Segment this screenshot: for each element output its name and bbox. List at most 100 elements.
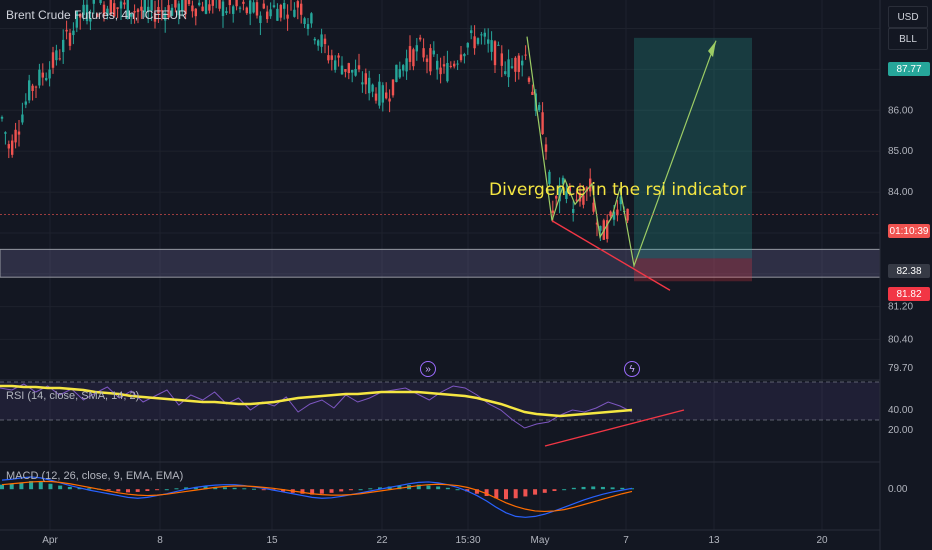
macd-hist-bar: [445, 487, 450, 490]
candle-body: [300, 3, 303, 15]
candle-body: [194, 8, 197, 17]
macd-hist-bar: [87, 488, 92, 490]
candle-body: [72, 30, 75, 36]
macd-hist-bar: [319, 489, 324, 494]
candle-body: [504, 71, 507, 75]
macd-hist-bar: [610, 487, 615, 490]
rsi-band: [0, 382, 880, 420]
candle-body: [58, 58, 61, 60]
candle-body: [500, 53, 503, 66]
candle-body: [527, 77, 531, 82]
candle-body: [51, 52, 55, 68]
candle-body: [34, 86, 38, 88]
macd-hist-bar: [213, 486, 218, 490]
candle-body: [116, 7, 119, 9]
candle-body: [140, 6, 143, 11]
price-tick-label: 84.00: [888, 187, 913, 198]
candle-body: [354, 69, 357, 76]
candle-body: [327, 55, 330, 61]
candle-body: [276, 8, 279, 21]
target-price-tag: 87.77: [888, 62, 930, 76]
candle-body: [385, 92, 388, 99]
macd-hist-bar: [339, 489, 344, 492]
candle-body: [364, 73, 367, 85]
candle-body: [266, 11, 269, 20]
long-position-tool[interactable]: [634, 37, 752, 282]
time-tick-label: 22: [376, 535, 388, 546]
macd-hist-bar: [571, 487, 576, 490]
rsi-line: [0, 383, 633, 429]
candle-body: [147, 6, 150, 12]
candle-body: [357, 65, 361, 70]
macd-hist-bar: [252, 488, 256, 490]
candle-body: [28, 80, 31, 101]
candle-body: [7, 144, 10, 149]
candle-body: [310, 13, 313, 24]
candle-body: [388, 98, 391, 102]
candle-body: [616, 209, 619, 216]
candle-body: [82, 4, 85, 16]
currency-button[interactable]: USD: [888, 6, 928, 28]
candle-body: [334, 60, 337, 70]
candle-body: [368, 77, 371, 94]
macd-hist-bar: [281, 489, 286, 492]
candle-body: [544, 144, 548, 152]
candle-body: [609, 211, 612, 217]
macd-tick-label: 0.00: [888, 484, 908, 495]
macd-hist-bar: [474, 489, 479, 494]
macd-hist-bar: [48, 483, 53, 490]
candle-body: [548, 171, 551, 184]
candle-body: [449, 65, 452, 67]
candle-body: [198, 2, 201, 6]
candle-body: [595, 222, 599, 225]
support-zone-rect: [0, 248, 881, 278]
candle-body: [561, 177, 565, 184]
macd-hist-bar: [591, 486, 596, 490]
macd-hist-bar: [261, 489, 266, 491]
rsi-pane: [0, 379, 880, 447]
candle-body: [395, 64, 398, 83]
candle-body: [313, 38, 316, 41]
macd-hist-bar: [378, 487, 382, 490]
candle-body: [255, 2, 259, 16]
candle-body: [167, 5, 170, 18]
macd-hist-bar: [77, 487, 82, 490]
macd-hist-bar: [29, 481, 34, 490]
candle-body: [453, 63, 456, 67]
rsi-tick-label: 20.00: [888, 425, 913, 436]
fast-forward-icon[interactable]: »: [420, 361, 436, 377]
candle-body: [575, 199, 578, 201]
trend-drawings: [0, 36, 880, 291]
price-trendline: [551, 220, 671, 291]
candle-body: [446, 62, 449, 82]
candle-body: [119, 1, 123, 9]
macd-hist-bar: [193, 486, 198, 490]
lightning-icon[interactable]: ϟ: [624, 361, 640, 377]
unit-button[interactable]: BLL: [888, 28, 928, 50]
candle-body: [150, 0, 153, 11]
macd-hist-bar: [542, 489, 547, 493]
macd-hist-bar: [232, 487, 237, 490]
divergence-annotation: Divergence in the rsi indicator: [489, 180, 747, 200]
candle-body: [378, 81, 381, 106]
macd-hist-bar: [242, 488, 247, 490]
candle-body: [0, 116, 4, 119]
candle-body: [106, 8, 109, 16]
candle-body: [283, 2, 286, 9]
candle-body: [228, 0, 231, 6]
candle-body: [507, 59, 510, 78]
candle-body: [89, 18, 92, 22]
macd-hist-bar: [329, 489, 334, 493]
macd-hist-bar: [513, 489, 518, 499]
candle-body: [164, 12, 167, 21]
candle-body: [340, 65, 344, 75]
candle-body: [320, 34, 323, 47]
macd-hist-bar: [465, 489, 470, 492]
candle-body: [402, 65, 405, 71]
candle-body: [31, 85, 34, 92]
time-tick-label: 7: [623, 535, 629, 546]
macd-hist-bar: [184, 487, 189, 490]
candle-body: [38, 69, 41, 86]
candle-body: [102, 4, 106, 16]
